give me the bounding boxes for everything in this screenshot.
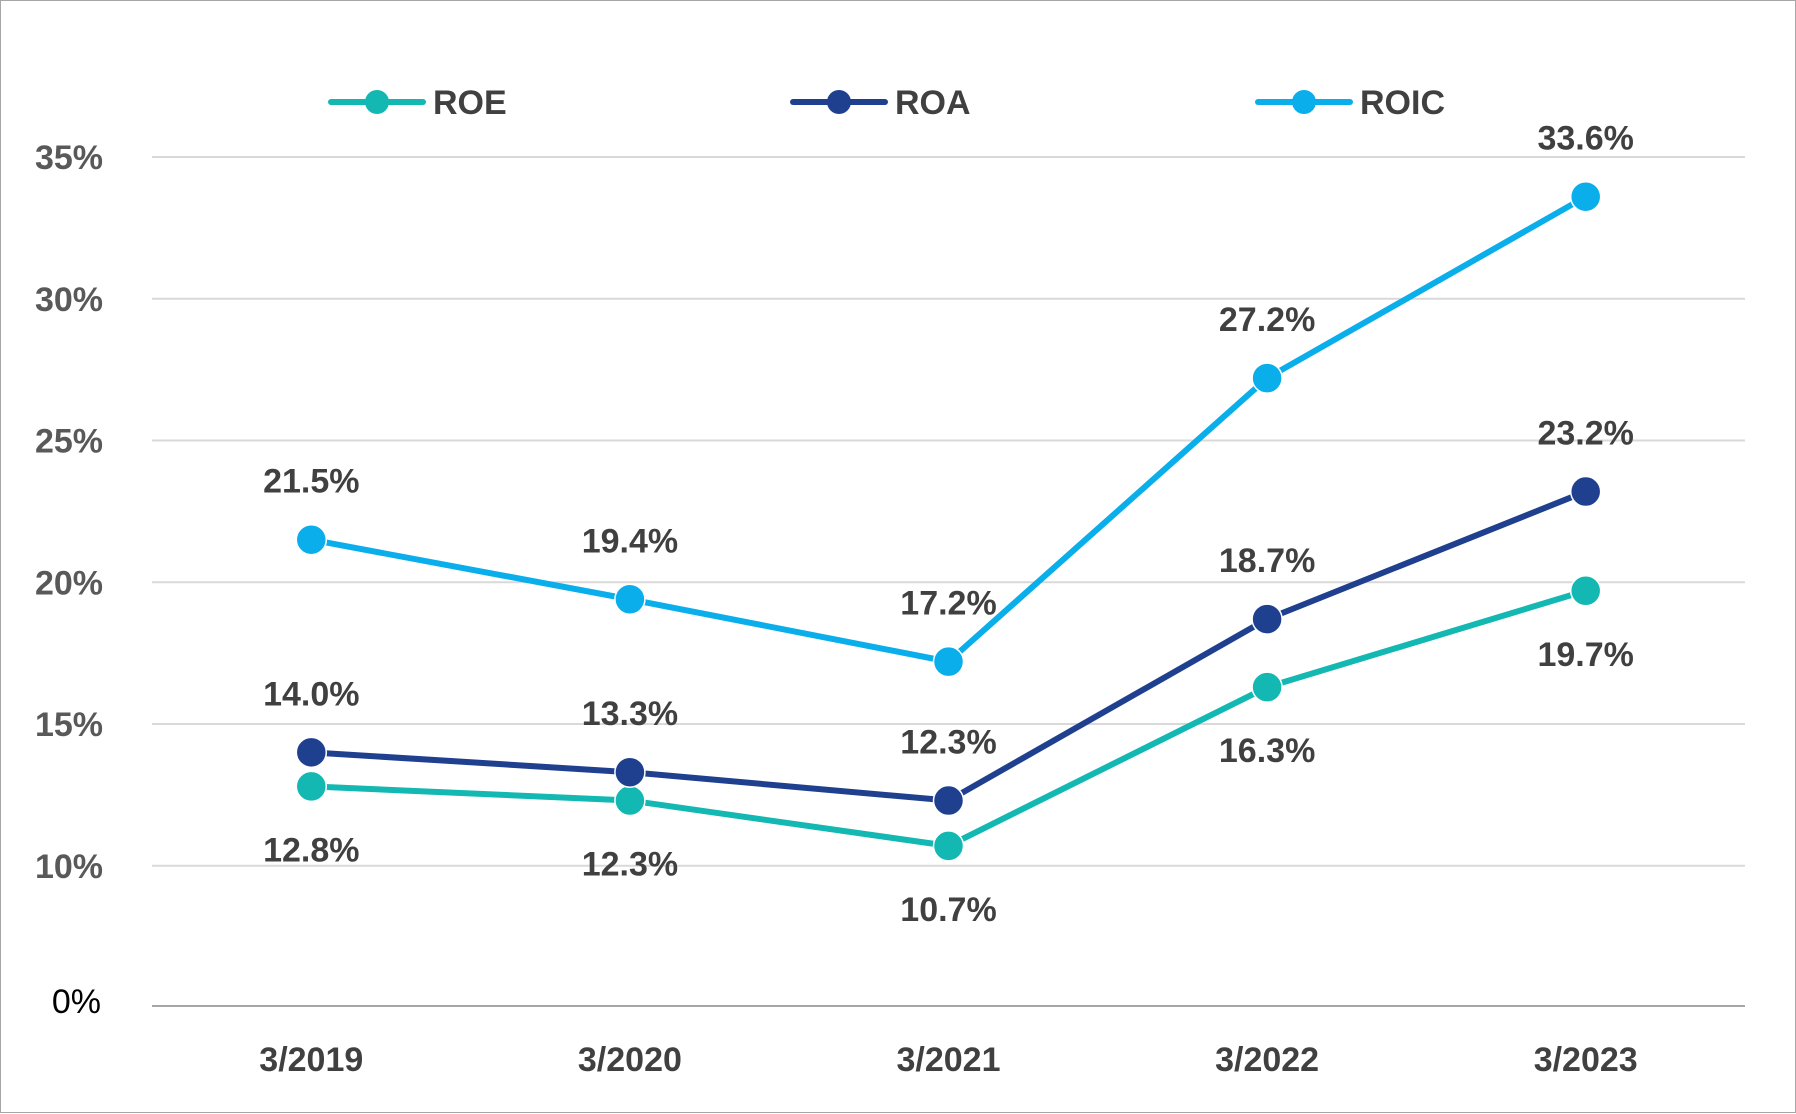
y-tick-label: 25% (35, 423, 103, 461)
legend-label: ROA (895, 84, 971, 122)
legend-item-roic: ROIC (1255, 84, 1445, 122)
data-point-roa (1251, 603, 1283, 635)
legend-label: ROIC (1360, 84, 1445, 122)
data-label-roic: 21.5% (263, 463, 359, 501)
data-labels: 12.8% 12.3% 10.7% 16.3% 19.7% 14.0% 13.3% 12.3%… (263, 120, 1634, 929)
x-tick-label: 3/2019 (259, 1041, 363, 1079)
data-point-roic (295, 523, 328, 556)
x-axis: 3/2019 3/2020 3/2021 3/2022 3/2023 (259, 1041, 1637, 1079)
legend-swatch-marker (827, 90, 851, 114)
legend-item-roa: ROA (790, 84, 971, 122)
x-tick-label: 3/2022 (1215, 1041, 1319, 1079)
data-point-roic (1569, 180, 1602, 213)
data-label-roe: 10.7% (900, 891, 996, 929)
legend: ROE ROA ROIC (328, 84, 1445, 122)
data-label-roe: 16.3% (1219, 732, 1315, 770)
data-point-roa (295, 736, 328, 769)
data-label-roic: 33.6% (1537, 120, 1633, 158)
data-point-roic (932, 645, 965, 678)
data-label-roa: 12.3% (900, 724, 996, 762)
data-label-roic: 19.4% (582, 522, 678, 560)
y-tick-label: 10% (35, 848, 103, 886)
data-point-roa (614, 756, 646, 788)
y-tick-label: 15% (35, 706, 103, 744)
data-label-roa: 14.0% (263, 675, 359, 713)
gridlines (152, 156, 1745, 1007)
data-point-roe (295, 770, 328, 803)
legend-label: ROE (433, 84, 507, 122)
data-point-roe (1251, 671, 1283, 703)
data-point-roic (614, 583, 646, 616)
x-tick-label: 3/2023 (1534, 1041, 1638, 1079)
x-tick-label: 3/2021 (897, 1041, 1001, 1079)
data-point-roic (1251, 362, 1283, 394)
legend-item-roe: ROE (328, 84, 507, 122)
data-label-roa: 13.3% (582, 695, 678, 733)
y-tick-label: 30% (35, 281, 103, 319)
y-axis: 0% 10% 15% 20% 25% 30% 35% (35, 139, 103, 1021)
data-label-roic: 17.2% (900, 585, 996, 623)
y-tick-label: 35% (35, 139, 103, 177)
y-tick-label: 0% (52, 983, 101, 1021)
data-label-roe: 12.3% (582, 846, 678, 884)
series-group (295, 180, 1602, 862)
data-label-roe: 12.8% (263, 831, 359, 869)
y-tick-label: 20% (35, 564, 103, 602)
data-label-roa: 23.2% (1537, 415, 1633, 453)
data-point-roa (1569, 475, 1602, 508)
x-tick-label: 3/2020 (578, 1041, 682, 1079)
data-point-roe (932, 830, 965, 862)
data-label-roa: 18.7% (1219, 542, 1315, 580)
data-label-roe: 19.7% (1537, 636, 1633, 674)
data-point-roa (932, 784, 965, 817)
legend-swatch-marker (1292, 90, 1316, 114)
data-label-roic: 27.2% (1219, 301, 1315, 339)
data-point-roe (614, 784, 646, 817)
legend-swatch-marker (365, 90, 389, 114)
data-point-roe (1569, 575, 1602, 607)
